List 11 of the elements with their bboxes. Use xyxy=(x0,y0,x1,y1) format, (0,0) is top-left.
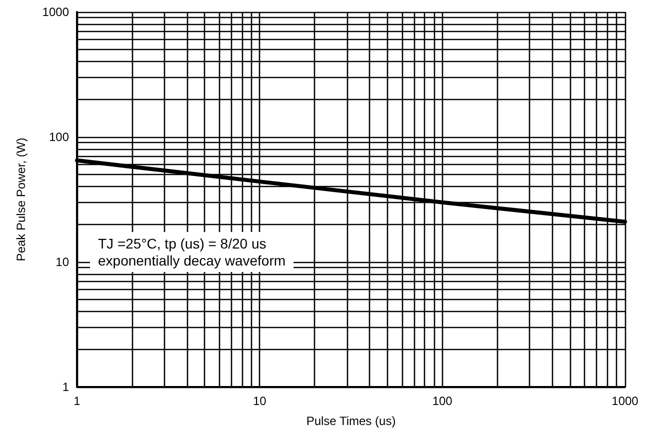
x-tick-label: 1 xyxy=(74,394,81,408)
y-tick-label: 1000 xyxy=(42,5,70,19)
x-tick-label: 10 xyxy=(252,394,267,408)
x-tick-label: 100 xyxy=(432,394,453,408)
y-tick-label: 1 xyxy=(62,380,70,394)
y-tick-label: 100 xyxy=(48,130,70,144)
x-axis-title: Pulse Times (us) xyxy=(306,414,396,428)
y-tick-label: 10 xyxy=(56,255,70,269)
annotation: TJ =25°C, tp (us) = 8/20 us exponentially decay waveform xyxy=(98,236,286,268)
y-axis-title: Peak Pulse Power, (W) xyxy=(14,138,28,262)
x-tick-label: 1000 xyxy=(612,394,639,408)
